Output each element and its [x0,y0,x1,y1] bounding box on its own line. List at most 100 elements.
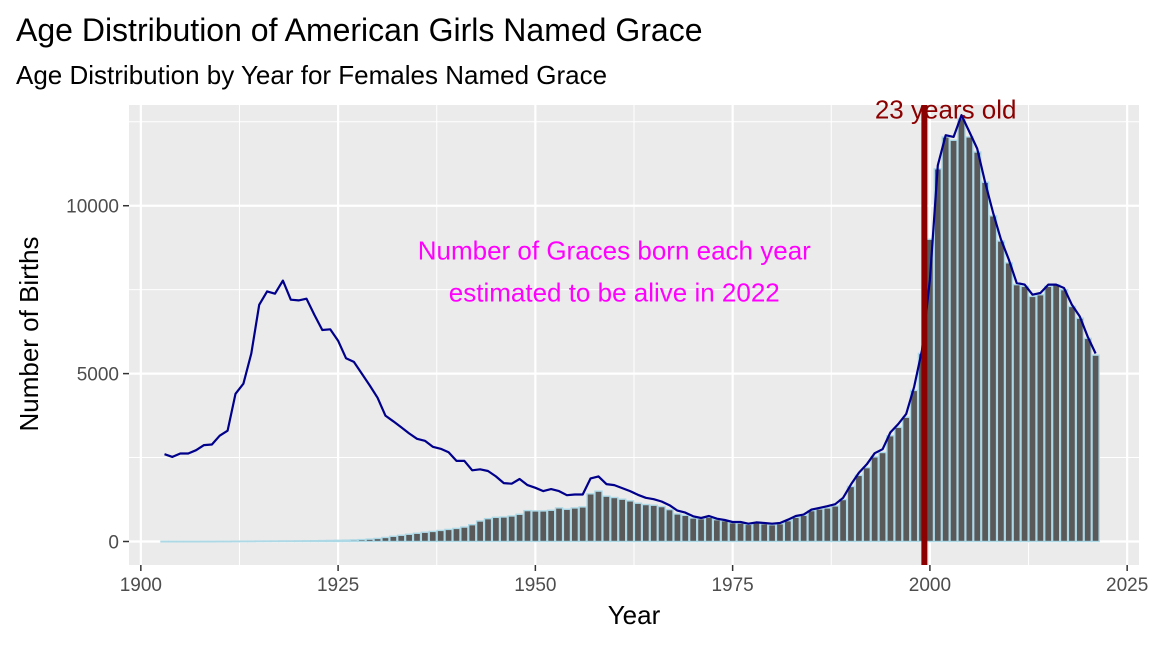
bar-1904 [168,540,177,543]
bar-1981 [775,523,785,543]
bar-1903 [160,540,169,543]
bar-1929 [365,538,374,543]
bar-1998 [909,389,919,543]
bar-1977 [744,523,753,543]
bar-2007 [980,181,990,543]
bar-1924 [325,539,335,543]
bar-1949 [523,509,532,543]
y-axis: 0 5000 10000 [66,197,129,553]
bar-1985 [807,509,816,543]
chart-title: Age Distribution of American Girls Named… [16,12,702,48]
bar-1946 [499,516,509,543]
bar-1970 [688,517,698,543]
bar-1965 [649,504,658,543]
x-tick-label: 1900 [120,575,162,596]
bar-1936 [420,531,430,543]
bar-1978 [752,521,761,543]
bar-2005 [965,136,974,543]
bar-2017 [1059,288,1069,543]
bar-2020 [1083,337,1092,543]
bar-1963 [633,502,643,543]
bar-1926 [341,539,351,543]
bar-1971 [696,517,706,543]
bar-1955 [570,507,580,543]
bar-1966 [657,505,666,543]
bar-2002 [941,136,950,543]
y-tick-label: 5000 [77,365,119,386]
note-annotation-line1: Number of Graces born each year [418,235,811,265]
bar-1992 [862,466,872,543]
bar-1945 [491,516,501,543]
bar-1927 [349,539,359,543]
bar-1975 [728,521,737,543]
bar-1974 [720,519,729,543]
bar-2009 [996,240,1006,543]
bar-2001 [933,168,943,543]
bar-1905 [176,540,185,543]
bar-1989 [838,498,848,543]
bar-2014 [1036,294,1045,543]
bar-1933 [396,534,406,543]
bar-1911 [223,540,232,543]
bar-1956 [578,506,587,543]
bar-1915 [254,540,264,543]
bar-2011 [1012,283,1021,543]
bar-1941 [460,526,469,543]
bar-1931 [381,536,390,543]
bar-1997 [901,416,911,543]
bar-1979 [759,523,769,543]
bar-1910 [215,540,224,543]
bar-1925 [333,539,343,543]
bar-1972 [704,516,714,543]
bar-1988 [830,505,840,543]
bar-1993 [870,456,879,543]
bar-1923 [318,539,327,543]
bar-1958 [594,490,603,543]
bar-1996 [894,426,903,543]
bar-1919 [286,540,296,543]
chart-subtitle: Age Distribution by Year for Females Nam… [16,60,607,90]
bar-1922 [310,539,319,543]
bar-1954 [562,508,572,543]
bar-2018 [1067,305,1077,543]
bar-2006 [972,151,982,543]
bar-1950 [531,510,540,543]
bar-1934 [404,533,414,543]
age-annotation: 23 years old [875,94,1017,124]
bar-2013 [1028,295,1037,543]
bar-1967 [665,508,674,543]
y-tick-label: 0 [108,532,119,553]
bar-2012 [1020,285,1029,543]
bar-1921 [302,540,311,543]
bar-1913 [239,540,248,543]
bar-1983 [791,516,801,543]
bar-1976 [736,522,745,543]
bar-1991 [854,474,864,543]
bar-1912 [231,540,240,543]
bar-2003 [949,139,958,543]
bar-1968 [673,513,682,543]
bar-1957 [586,493,595,543]
bar-1918 [278,540,288,543]
bar-1969 [681,514,690,543]
bar-1995 [886,435,895,543]
bar-1942 [467,524,477,543]
bar-1917 [270,540,280,543]
bar-1943 [475,520,485,543]
x-tick-label: 1925 [317,575,359,596]
bar-2004 [957,117,966,543]
bar-1914 [247,540,256,543]
bar-1944 [483,517,493,543]
x-tick-label: 2000 [909,575,951,596]
x-tick-label: 1975 [711,575,753,596]
bar-1982 [783,519,793,543]
births-line [164,113,1097,525]
annotations: 23 years old Number of Graces born each y… [418,94,1017,565]
x-axis-title: Year [608,600,661,630]
bar-1964 [641,503,651,543]
bar-1930 [373,537,382,543]
bar-1952 [546,509,556,543]
bar-1916 [262,540,272,543]
bar-1984 [799,514,808,543]
